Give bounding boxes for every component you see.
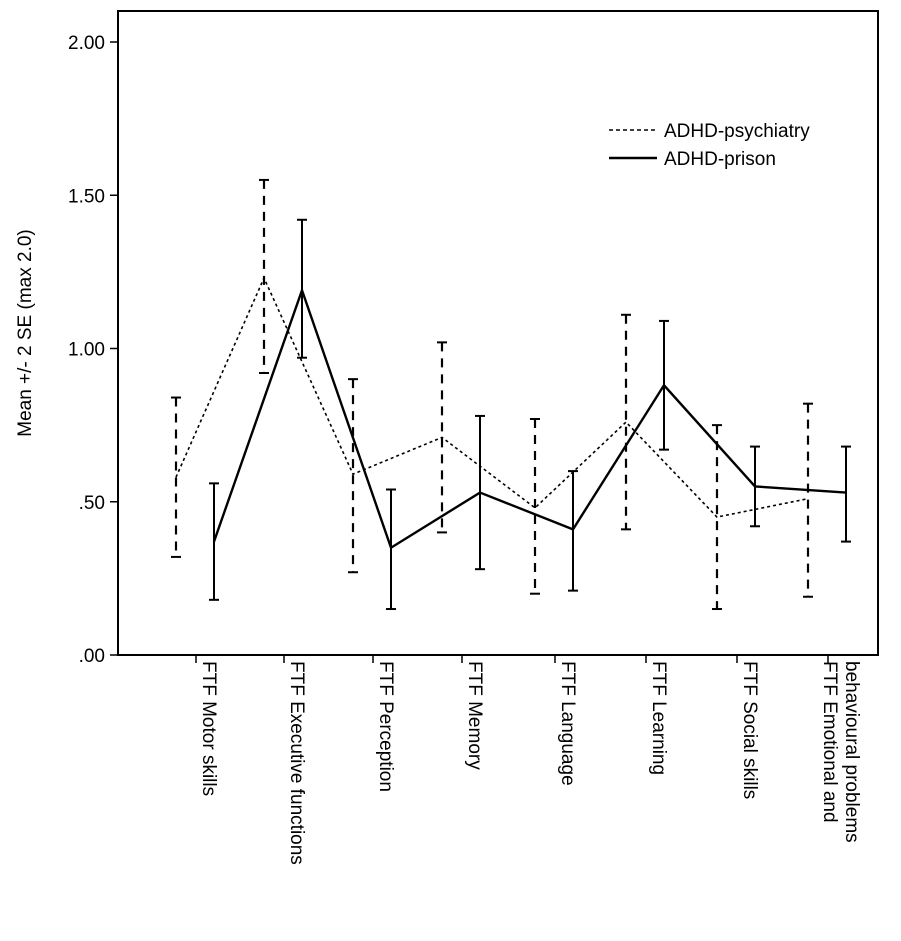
series-layer (171, 178, 851, 611)
x-axis: FTF Motor skills FTF Executive functions F… (195, 655, 862, 865)
series-adhd-prison (209, 218, 851, 611)
plot-frame (117, 10, 879, 656)
error-bar (841, 445, 851, 543)
legend: ADHD-psychiatry ADHD-prison (609, 121, 810, 170)
y-tick-label: .50 (79, 493, 105, 514)
legend-label: ADHD-psychiatry (664, 121, 810, 142)
x-category-label: FTF Learning (648, 661, 669, 775)
y-tick-label: 2.00 (68, 33, 105, 54)
error-bar (568, 470, 578, 592)
x-category-label: FTF Emotional and (819, 661, 840, 823)
y-tick-label: .00 (79, 646, 105, 667)
error-bar (712, 424, 722, 611)
legend-label: ADHD-prison (664, 149, 776, 170)
error-bar (259, 178, 269, 375)
y-axis-title: Mean +/- 2 SE (max 2.0) (15, 229, 36, 437)
x-category-label: FTF Social skills (739, 661, 760, 799)
x-category-label: FTF Perception (375, 661, 396, 792)
series-line (212, 286, 847, 550)
error-bar (209, 482, 219, 601)
error-bar (475, 414, 485, 571)
y-axis: .00 .50 1.00 1.50 2.00 (68, 33, 118, 667)
series-line (175, 276, 809, 518)
error-bar (621, 313, 631, 531)
error-bar (750, 445, 760, 528)
y-tick-label: 1.00 (68, 340, 105, 361)
x-category-label: FTF Memory (464, 661, 485, 770)
x-category-label: FTF Motor skills (198, 661, 219, 796)
x-category-label: FTF Language (557, 661, 578, 786)
x-category-label: behavioural problems (841, 661, 862, 843)
error-bar (386, 488, 396, 611)
error-bar (297, 218, 307, 359)
error-bar (437, 341, 447, 534)
error-bar (171, 396, 181, 558)
y-tick-label: 1.50 (68, 186, 105, 207)
x-category-label: FTF Executive functions (286, 661, 307, 865)
series-adhd-psychiatry (171, 178, 813, 611)
error-bar (803, 402, 813, 598)
error-bar (530, 417, 540, 595)
error-bar (659, 319, 669, 451)
error-bar (348, 378, 358, 574)
